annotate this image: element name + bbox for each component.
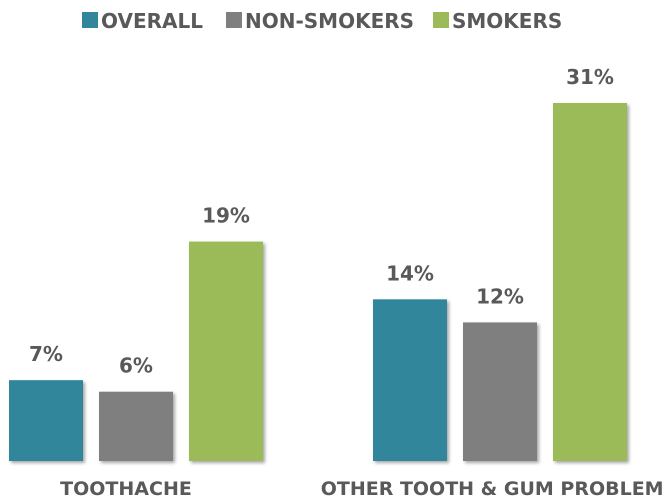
category-labels: TOOTHACHE OTHER TOOTH & GUM PROBLEMS xyxy=(60,478,665,500)
bar-other-tooth-and-gum-problems-smokers xyxy=(553,103,627,461)
bars xyxy=(9,103,627,461)
legend-swatch-overall xyxy=(82,12,98,28)
legend-label-non-smokers: NON-SMOKERS xyxy=(245,9,414,33)
bar-other-tooth-and-gum-problems-non-smokers xyxy=(463,322,537,461)
legend-swatch-non-smokers xyxy=(226,12,242,28)
category-label-toothache: TOOTHACHE xyxy=(60,478,192,500)
legend-label-overall: OVERALL xyxy=(101,9,203,33)
data-label-toothache-overall: 7% xyxy=(29,342,63,366)
data-label-toothache-non-smokers: 6% xyxy=(119,354,153,378)
bar-toothache-non-smokers xyxy=(99,391,173,461)
data-labels: 7% 6% 19% 14% 12% 31% xyxy=(29,65,614,378)
legend-swatch-smokers xyxy=(433,12,449,28)
data-label-other-tooth-and-gum-problems-non-smokers: 12% xyxy=(476,284,524,308)
bar-other-tooth-and-gum-problems-overall xyxy=(373,299,447,461)
data-label-other-tooth-and-gum-problems-smokers: 31% xyxy=(566,65,614,89)
legend: OVERALL NON-SMOKERS SMOKERS xyxy=(82,9,562,33)
bar-toothache-overall xyxy=(9,380,83,461)
data-label-other-tooth-and-gum-problems-overall: 14% xyxy=(386,261,434,285)
category-label-other-tooth-and-gum-problems: OTHER TOOTH & GUM PROBLEMS xyxy=(321,478,665,500)
bar-toothache-smokers xyxy=(189,241,263,461)
data-label-toothache-smokers: 19% xyxy=(202,204,250,228)
legend-label-smokers: SMOKERS xyxy=(452,9,562,33)
